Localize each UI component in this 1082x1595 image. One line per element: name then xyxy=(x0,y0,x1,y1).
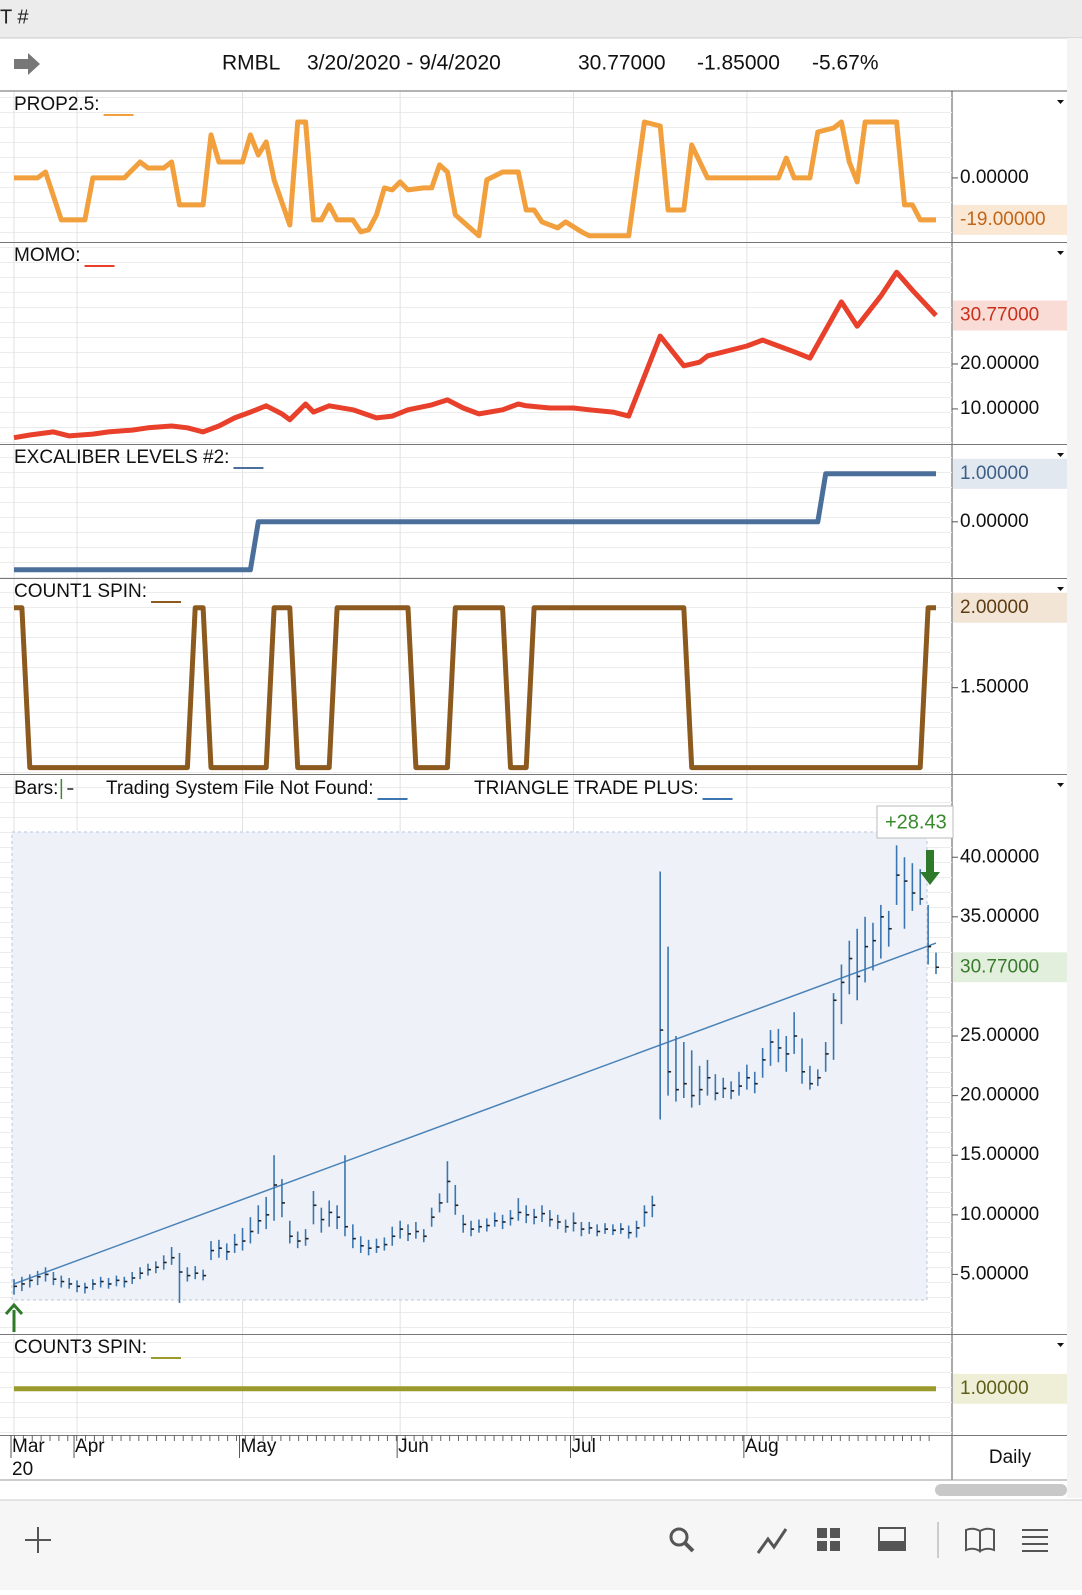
panel-title: COUNT1 SPIN: xyxy=(14,581,147,602)
add-icon[interactable] xyxy=(25,1527,51,1553)
panel-title: COUNT3 SPIN: xyxy=(14,1337,147,1358)
nav-arrow[interactable] xyxy=(14,53,40,75)
range-box xyxy=(11,831,928,1301)
panel-menu xyxy=(1057,251,1064,255)
chart-icon[interactable] xyxy=(756,1528,788,1554)
current-value-box xyxy=(953,592,1067,623)
x-tick-label: Mar xyxy=(12,1436,45,1457)
gain-box xyxy=(876,805,954,839)
gain-label: +28.43 xyxy=(885,811,947,833)
panel-menu xyxy=(1057,783,1064,787)
y-tick-label: 0.00000 xyxy=(960,167,1029,188)
panel-grid xyxy=(0,445,952,578)
current-value-label: 2.00000 xyxy=(960,597,1029,618)
y-tick-label: 1.50000 xyxy=(960,677,1029,698)
panel-menu xyxy=(1057,1343,1064,1347)
header-field: 3/20/2020 - 9/4/2020 xyxy=(307,52,501,75)
header-field: RMBL xyxy=(222,52,280,75)
panel-title: PROP2.5: xyxy=(14,94,100,115)
current-value-label: -19.00000 xyxy=(960,209,1046,230)
buy-arrow xyxy=(4,1302,24,1332)
panel-menu xyxy=(1057,100,1064,104)
panel-menu xyxy=(1057,453,1064,457)
year-label: 20 xyxy=(12,1459,33,1480)
y-tick-label: 20.00000 xyxy=(960,353,1039,374)
x-tick-label: Aug xyxy=(745,1436,779,1457)
grid-icon[interactable] xyxy=(817,1528,840,1551)
sell-arrow xyxy=(920,850,940,885)
y-tick-label: 15.00000 xyxy=(960,1144,1039,1165)
panel-grid xyxy=(0,579,952,774)
y-tick-label: 0.00000 xyxy=(960,511,1029,532)
panel-menu xyxy=(1057,587,1064,591)
panel-title: EXCALIBER LEVELS #2: xyxy=(14,447,229,468)
title-bar xyxy=(0,0,1082,38)
legend-label: Trading System File Not Found: xyxy=(106,778,374,799)
series-line xyxy=(14,471,936,573)
current-value-label: 1.00000 xyxy=(960,463,1029,484)
series-line xyxy=(14,605,936,771)
current-value-label: 30.77000 xyxy=(960,305,1039,326)
y-tick-label: 10.00000 xyxy=(960,398,1039,419)
current-value-box xyxy=(953,952,1067,983)
y-tick-label: 40.00000 xyxy=(960,846,1039,867)
header-field: -5.67% xyxy=(812,52,879,75)
x-tick-label: May xyxy=(241,1436,277,1457)
current-value-box xyxy=(953,300,1067,331)
header-field: -1.85000 xyxy=(697,52,780,75)
y-tick-label: 5.00000 xyxy=(960,1263,1029,1284)
current-value-label: 1.00000 xyxy=(960,1378,1029,1399)
panel-title: MOMO: xyxy=(14,245,81,266)
panel-icon[interactable] xyxy=(878,1527,906,1551)
period-label: Daily xyxy=(989,1447,1032,1468)
window-title: T # xyxy=(0,6,29,28)
menu-icon[interactable] xyxy=(1022,1529,1048,1552)
y-tick-label: 10.00000 xyxy=(960,1204,1039,1225)
trendline xyxy=(13,942,937,1285)
current-value-box xyxy=(953,204,1067,235)
panel-grid xyxy=(0,1335,952,1435)
book-icon[interactable] xyxy=(965,1527,995,1553)
x-tick-label: Apr xyxy=(75,1436,105,1457)
current-value-box xyxy=(953,1373,1067,1404)
series-line xyxy=(13,269,938,441)
header-field: 30.77000 xyxy=(578,52,666,75)
x-tick-label: Jun xyxy=(398,1436,429,1457)
toolbar-icons xyxy=(25,1522,1048,1558)
current-value-label: 30.77000 xyxy=(960,956,1039,977)
y-tick-label: 20.00000 xyxy=(960,1085,1039,1106)
series-line xyxy=(14,119,936,239)
legend-label: TRIANGLE TRADE PLUS: xyxy=(474,778,699,799)
y-tick-label: 35.00000 xyxy=(960,906,1039,927)
current-value-box xyxy=(953,458,1067,489)
y-tick-label: 25.00000 xyxy=(960,1025,1039,1046)
h-scrollbar[interactable] xyxy=(935,1484,1067,1496)
toolbar xyxy=(0,1500,1082,1590)
scroll-track xyxy=(1067,38,1082,1498)
search-icon[interactable] xyxy=(669,1527,695,1553)
legend-label: Bars: xyxy=(14,778,58,799)
x-tick-label: Jul xyxy=(572,1436,596,1457)
